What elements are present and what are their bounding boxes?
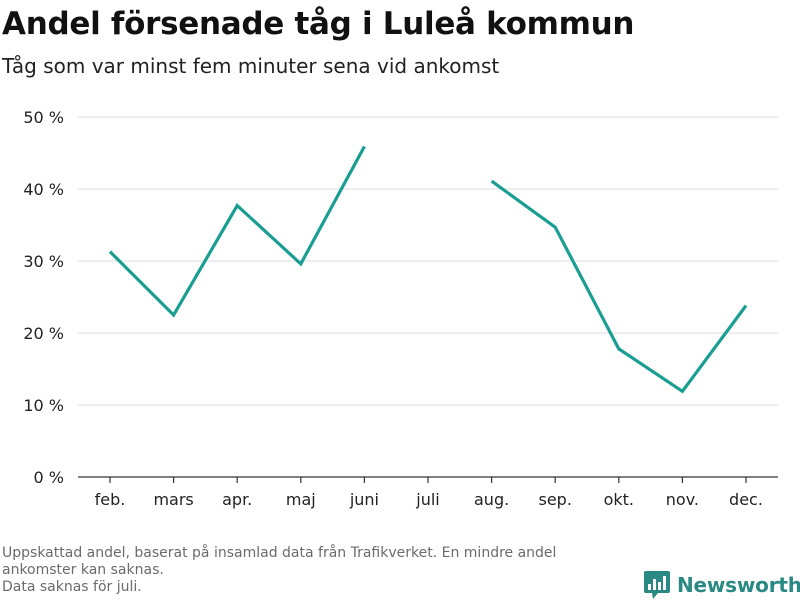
x-tick-label: nov. bbox=[666, 490, 699, 509]
footnote-line-1: Uppskattad andel, baserat på insamlad da… bbox=[2, 545, 557, 561]
brand-name: Newsworthy bbox=[677, 573, 800, 597]
line-chart: 0 % 10 % 20 % 30 % 40 % 50 % feb. mars apr. maj j… bbox=[23, 108, 778, 509]
x-tick-label: sep. bbox=[538, 490, 571, 509]
y-tick-label: 40 % bbox=[23, 180, 64, 199]
x-tick-label: dec. bbox=[729, 490, 763, 509]
chart-subtitle: Tåg som var minst fem minuter sena vid a… bbox=[2, 54, 500, 78]
y-tick-label: 10 % bbox=[23, 396, 64, 415]
x-tick-label: mars bbox=[153, 490, 193, 509]
x-tick-label: aug. bbox=[474, 490, 509, 509]
x-tick-label: feb. bbox=[95, 490, 126, 509]
x-tick-label: juni bbox=[349, 490, 379, 509]
y-tick-label: 30 % bbox=[23, 252, 64, 271]
newsworthy-logo-icon bbox=[644, 571, 670, 599]
footnote: Uppskattad andel, baserat på insamlad da… bbox=[2, 545, 642, 596]
x-tick-label: juli bbox=[415, 490, 439, 509]
y-axis-ticks: 0 % 10 % 20 % 30 % 40 % 50 % bbox=[23, 108, 64, 487]
y-tick-label: 20 % bbox=[23, 324, 64, 343]
gridlines bbox=[78, 116, 778, 406]
x-tick-label: okt. bbox=[604, 490, 634, 509]
footnote-line-3: Data saknas för juli. bbox=[2, 579, 142, 595]
y-tick-label: 0 % bbox=[34, 468, 64, 487]
x-tick-label: maj bbox=[286, 490, 316, 509]
series-line-segment-2 bbox=[490, 179, 748, 394]
x-tick-label: apr. bbox=[222, 490, 252, 509]
footnote-line-2: ankomster kan saknas. bbox=[2, 562, 164, 578]
chart-title: Andel försenade tåg i Luleå kommun bbox=[2, 6, 635, 42]
series-line-segment-1 bbox=[108, 145, 366, 318]
series-lines bbox=[108, 145, 748, 394]
brand-logo: Newsworthy bbox=[644, 570, 800, 600]
y-tick-label: 50 % bbox=[23, 108, 64, 127]
x-axis: feb. mars apr. maj juni juli aug. sep. okt. nov. d… bbox=[78, 476, 778, 509]
